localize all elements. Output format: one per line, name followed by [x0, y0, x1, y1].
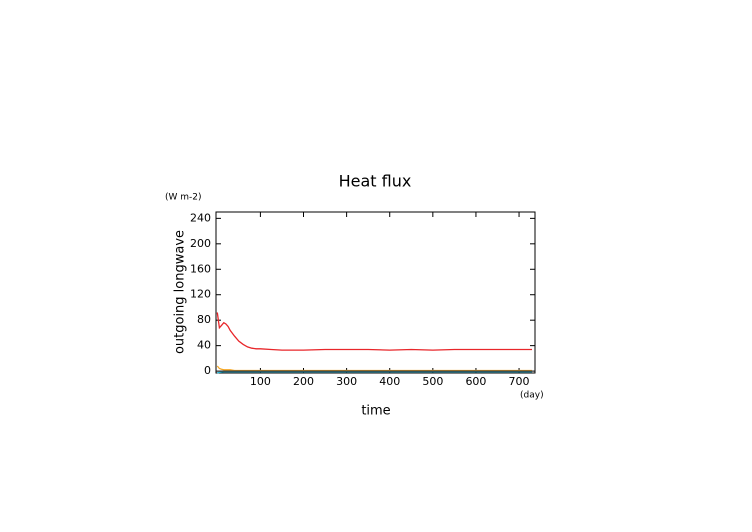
series-line	[216, 312, 532, 351]
x-axis-label: time	[361, 404, 390, 419]
x-tick-label: 200	[293, 375, 314, 388]
x-tick-label: 400	[379, 375, 400, 388]
y-tick-label: 200	[190, 237, 211, 250]
y-tick-label: 80	[197, 313, 211, 326]
chart-title: Heat flux	[339, 172, 412, 191]
y-tick-label: 160	[190, 262, 211, 275]
y-axis-label: outgoing longwave	[173, 230, 188, 354]
x-tick-label: 300	[336, 375, 357, 388]
y-tick-label: 40	[197, 339, 211, 352]
x-tick-label: 500	[422, 375, 443, 388]
x-unit: (day)	[520, 391, 544, 401]
y-tick-label: 120	[190, 288, 211, 301]
x-tick-label: 100	[250, 375, 271, 388]
y-tick-label: 240	[190, 211, 211, 224]
plot-frame	[215, 211, 536, 374]
x-tick-label: 700	[509, 375, 530, 388]
y-tick-label: 0	[204, 364, 211, 377]
series-line	[216, 365, 532, 372]
y-unit: (W m-2)	[165, 193, 202, 203]
x-tick-label: 600	[465, 375, 486, 388]
